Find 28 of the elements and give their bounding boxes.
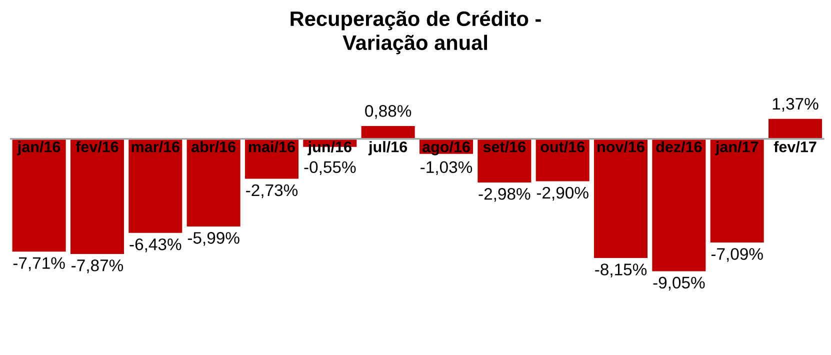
data-label: -1,03%	[420, 161, 472, 176]
chart-title: Recuperação de Crédito - Variação anual	[290, 10, 541, 54]
x-tick-label: jan/16	[17, 141, 60, 156]
x-tick-label: nov/16	[598, 141, 644, 152]
x-tick-label: fev/16	[76, 141, 118, 152]
data-label: -9,05%	[653, 276, 705, 291]
data-label: -7,09%	[711, 248, 763, 262]
data-label: -2,98%	[478, 188, 530, 202]
data-label: 1,37%	[772, 98, 818, 112]
data-label: -0,55%	[304, 161, 356, 176]
x-tick-label: mar/16	[132, 141, 180, 152]
data-label: -8,15%	[595, 264, 647, 278]
x-tick-label: dez/16	[656, 141, 702, 152]
data-label: -7,87%	[72, 260, 124, 274]
x-tick-label: ago/16	[422, 141, 470, 156]
x-tick-label: set/16	[483, 141, 526, 152]
data-label: 0,88%	[365, 105, 412, 119]
data-label: -2,73%	[246, 184, 298, 198]
data-label: -5,99%	[188, 232, 240, 246]
x-tick-label: jan/17	[715, 141, 758, 156]
x-tick-label: jul/16	[368, 141, 408, 156]
x-tick-label: abr/16	[192, 141, 236, 152]
x-tick-label: mai/16	[248, 141, 295, 152]
data-label: -7,71%	[13, 257, 65, 271]
data-label: -6,43%	[130, 238, 182, 252]
data-label: -2,90%	[536, 186, 588, 201]
x-tick-label: out/16	[540, 141, 585, 152]
x-tick-label: fev/17	[774, 141, 816, 152]
